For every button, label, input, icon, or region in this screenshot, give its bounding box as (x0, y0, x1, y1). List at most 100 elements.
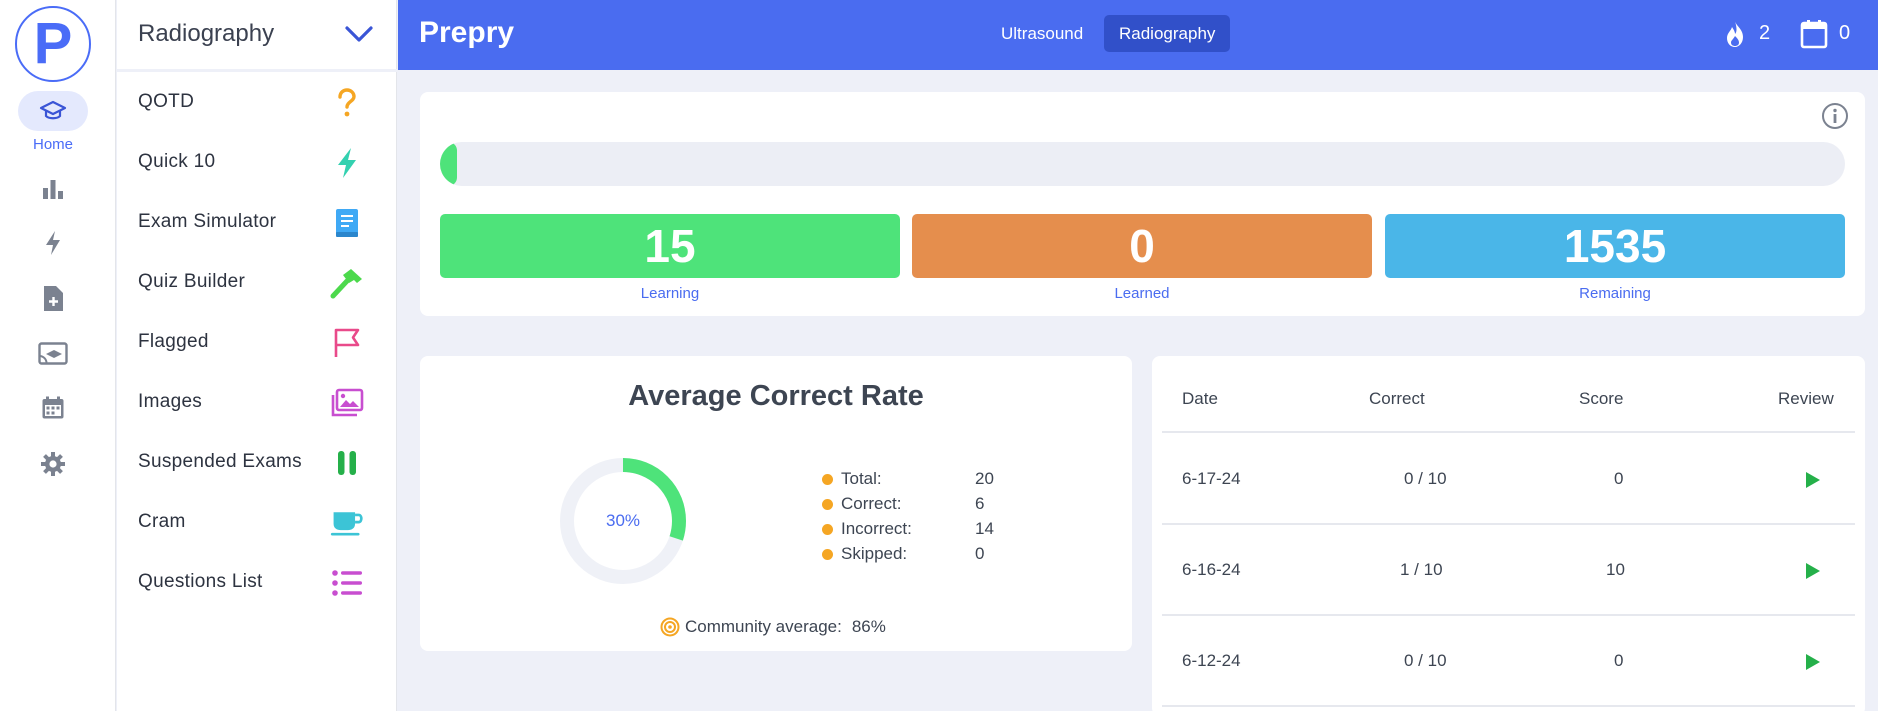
play-review-icon[interactable] (1804, 652, 1822, 672)
progress-card: 15 Learning 0 Learned 1535 Remaining (420, 92, 1865, 316)
card-title: Average Correct Rate (420, 380, 1132, 413)
legend-dot (822, 474, 833, 485)
legend-value: 0 (975, 544, 984, 564)
book-icon (330, 207, 364, 239)
progress-track (440, 142, 1845, 186)
column-header-review: Review (1778, 389, 1834, 409)
question-icon (330, 87, 364, 119)
stat-learned-value: 0 (912, 214, 1372, 278)
sidebar-item-label: Exam Simulator (138, 211, 276, 233)
community-label: Community average: (685, 617, 842, 637)
pause-icon (330, 447, 364, 479)
column-header-date: Date (1182, 389, 1218, 409)
community-value: 86% (852, 617, 886, 637)
sidebar-item-exam-simulator[interactable]: Exam Simulator (117, 193, 397, 253)
bar-chart-icon[interactable] (38, 174, 68, 204)
cell-score: 0 (1614, 469, 1623, 489)
row-divider (1162, 523, 1855, 525)
chevron-down-icon[interactable] (343, 22, 375, 46)
sidebar-item-label: Cram (138, 511, 186, 533)
legend-label: Total: (841, 469, 882, 489)
sidebar-item-label: Flagged (138, 331, 209, 353)
streak-count: 2 (1759, 22, 1770, 45)
legend-dot (822, 524, 833, 535)
community-average: Community average: 86% (660, 617, 886, 637)
row-divider (1162, 705, 1855, 707)
sidebar-item-qotd[interactable]: QOTD (117, 73, 397, 133)
row-divider (1162, 614, 1855, 616)
bolt-icon[interactable] (38, 228, 68, 258)
legend-value: 14 (975, 519, 994, 539)
legend-value: 20 (975, 469, 994, 489)
flame-icon[interactable] (1723, 20, 1747, 48)
header-divider (1162, 431, 1855, 433)
sidebar-item-label: Questions List (138, 571, 263, 593)
legend-label: Skipped: (841, 544, 907, 564)
average-correct-card: Average Correct Rate 30% Total: 20 Corre… (420, 356, 1132, 651)
cell-date: 6-17-24 (1182, 469, 1241, 489)
sidebar-item-label: Suspended Exams (138, 451, 302, 473)
stat-remaining-value: 1535 (1385, 214, 1845, 278)
cell-score: 0 (1614, 651, 1623, 671)
calendar-icon[interactable] (1800, 19, 1828, 49)
calendar-count: 0 (1839, 22, 1850, 45)
file-plus-icon[interactable] (38, 283, 68, 313)
legend-label: Incorrect: (841, 519, 912, 539)
tab-ultrasound[interactable]: Ultrasound (986, 15, 1098, 52)
tab-radiography[interactable]: Radiography (1104, 15, 1230, 52)
gear-icon[interactable] (38, 449, 68, 479)
target-icon (660, 617, 680, 637)
section-selector[interactable]: Radiography (117, 0, 397, 72)
flag-icon (330, 327, 364, 359)
donut-percent: 30% (556, 511, 690, 531)
graduation-cap-icon (39, 100, 67, 122)
legend-label: Correct: (841, 494, 901, 514)
progress-fill (440, 142, 457, 186)
sidebar-item-quick-10[interactable]: Quick 10 (117, 133, 397, 193)
cell-date: 6-16-24 (1182, 560, 1241, 580)
section-title: Radiography (138, 20, 274, 48)
cell-score: 10 (1606, 560, 1625, 580)
quiz-history-table: Date Correct Score Review 6-17-24 0 / 10… (1152, 356, 1865, 711)
images-icon (330, 387, 364, 419)
cell-correct: 1 / 10 (1400, 560, 1443, 580)
column-header-score: Score (1579, 389, 1623, 409)
sidebar-item-label: Quick 10 (138, 151, 215, 173)
stat-learning-label: Learning (440, 285, 900, 302)
calendar-icon[interactable] (38, 393, 68, 423)
brand-title[interactable]: Prepry (419, 16, 514, 50)
cell-correct: 0 / 10 (1404, 469, 1447, 489)
sidebar-item-images[interactable]: Images (117, 373, 397, 433)
stat-remaining-label: Remaining (1385, 285, 1845, 302)
sidebar-item-label: QOTD (138, 91, 194, 113)
bolt-icon (330, 147, 364, 179)
sidebar-item-quiz-builder[interactable]: Quiz Builder (117, 253, 397, 313)
cell-correct: 0 / 10 (1404, 651, 1447, 671)
cell-date: 6-12-24 (1182, 651, 1241, 671)
logo-letter: P (34, 15, 73, 73)
sidebar-item-label: Quiz Builder (138, 271, 245, 293)
sidebar-item-cram[interactable]: Cram (117, 493, 397, 553)
column-header-correct: Correct (1369, 389, 1425, 409)
sidebar-item-flagged[interactable]: Flagged (117, 313, 397, 373)
info-icon[interactable] (1821, 102, 1849, 130)
nav-home-button[interactable] (18, 91, 88, 131)
nav-rail: P Home (0, 0, 116, 711)
coffee-cup-icon (330, 507, 364, 539)
sidebar-item-suspended-exams[interactable]: Suspended Exams (117, 433, 397, 493)
legend-value: 6 (975, 494, 984, 514)
app-logo[interactable]: P (15, 6, 91, 82)
section-sidebar: Radiography QOTD Quick 10 Exam Simulator… (117, 0, 397, 711)
nav-home-label[interactable]: Home (0, 136, 106, 153)
hammer-icon (330, 267, 364, 299)
top-bar: Prepry Ultrasound Radiography 2 0 (398, 0, 1878, 70)
sidebar-item-label: Images (138, 391, 202, 413)
play-review-icon[interactable] (1804, 470, 1822, 490)
stat-learned-label: Learned (912, 285, 1372, 302)
cast-education-icon[interactable] (38, 339, 68, 369)
list-icon (330, 567, 364, 599)
stat-learning-value: 15 (440, 214, 900, 278)
play-review-icon[interactable] (1804, 561, 1822, 581)
sidebar-item-questions-list[interactable]: Questions List (117, 553, 397, 613)
legend-dot (822, 499, 833, 510)
